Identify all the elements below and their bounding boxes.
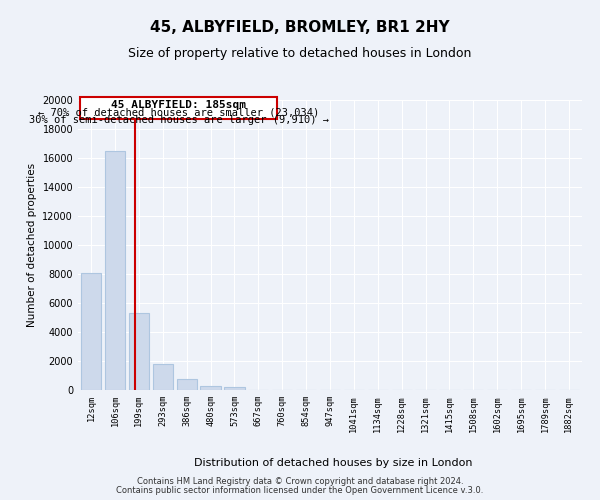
Bar <box>200 386 221 390</box>
Bar <box>224 387 245 390</box>
Text: 30% of semi-detached houses are larger (9,910) →: 30% of semi-detached houses are larger (… <box>29 114 329 124</box>
Bar <box>152 364 173 390</box>
Text: Size of property relative to detached houses in London: Size of property relative to detached ho… <box>128 48 472 60</box>
Bar <box>81 272 101 390</box>
Bar <box>176 379 197 390</box>
Bar <box>129 313 149 390</box>
Y-axis label: Number of detached properties: Number of detached properties <box>27 163 37 327</box>
Text: Contains HM Land Registry data © Crown copyright and database right 2024.: Contains HM Land Registry data © Crown c… <box>137 477 463 486</box>
Text: ← 70% of detached houses are smaller (23,034): ← 70% of detached houses are smaller (23… <box>38 108 320 118</box>
Text: 45, ALBYFIELD, BROMLEY, BR1 2HY: 45, ALBYFIELD, BROMLEY, BR1 2HY <box>150 20 450 35</box>
FancyBboxPatch shape <box>80 97 277 119</box>
Text: Distribution of detached houses by size in London: Distribution of detached houses by size … <box>194 458 472 468</box>
Text: 45 ALBYFIELD: 185sqm: 45 ALBYFIELD: 185sqm <box>112 100 247 110</box>
Text: Contains public sector information licensed under the Open Government Licence v.: Contains public sector information licen… <box>116 486 484 495</box>
Bar <box>105 151 125 390</box>
